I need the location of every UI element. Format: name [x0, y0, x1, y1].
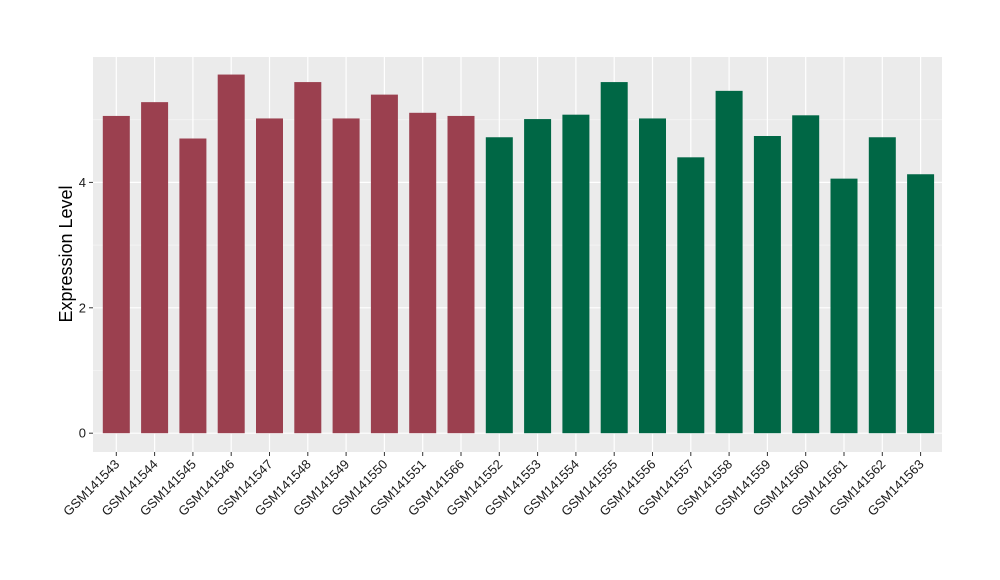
bar-GSM141563	[907, 174, 935, 434]
bar-GSM141553	[524, 119, 552, 434]
bar-GSM141560	[792, 115, 820, 434]
bar-GSM141552	[485, 137, 513, 434]
bar-GSM141550	[370, 94, 398, 434]
x-axis: GSM141543GSM141544GSM141545GSM141546GSM1…	[60, 452, 927, 519]
bar-GSM141543	[102, 115, 130, 434]
bar-GSM141549	[332, 118, 360, 434]
bar-GSM141561	[830, 178, 858, 434]
y-tick-label: 0	[79, 426, 86, 441]
bar-GSM141548	[294, 82, 322, 434]
y-axis-title: Expression Level	[56, 185, 76, 322]
bar-GSM141566	[447, 115, 475, 434]
bar-GSM141547	[256, 118, 283, 434]
bar-GSM141544	[141, 102, 169, 434]
y-axis: 0 2 4	[79, 175, 93, 441]
y-tick-label: 4	[79, 175, 86, 190]
bar-GSM141551	[409, 112, 437, 434]
bar-GSM141559	[753, 136, 781, 434]
bar-GSM141554	[562, 114, 590, 434]
bar-GSM141557	[677, 157, 705, 434]
bar-GSM141558	[715, 90, 743, 434]
bar-GSM141562	[868, 137, 896, 434]
y-tick-label: 2	[79, 300, 86, 315]
bar-GSM141546	[217, 74, 245, 434]
bar-GSM141556	[639, 118, 666, 434]
bar-GSM141555	[600, 82, 628, 434]
bars	[102, 74, 935, 434]
bar-GSM141545	[179, 138, 207, 434]
